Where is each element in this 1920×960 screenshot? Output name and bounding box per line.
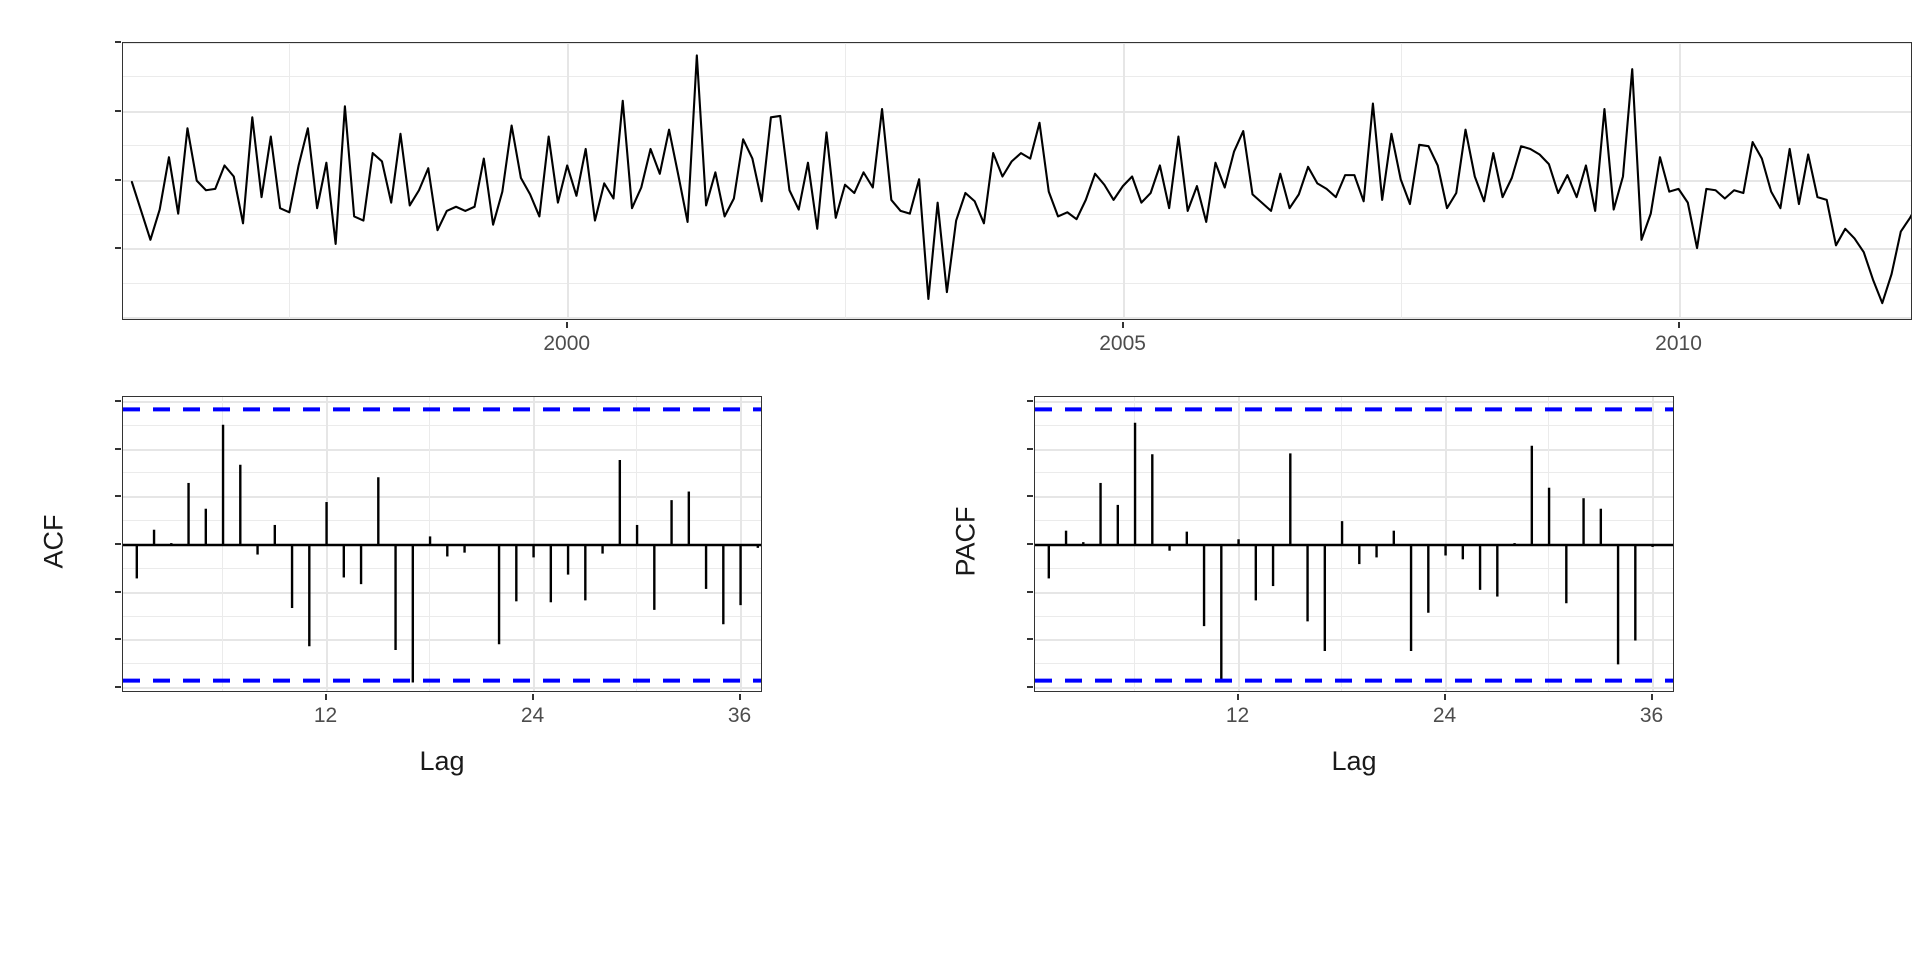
gridline-horizontal [123,282,1911,284]
gridline-horizontal [1035,448,1673,451]
gridline-horizontal [123,76,1911,78]
timeseries-polyline [130,54,1911,305]
gridline-horizontal [123,639,761,642]
x-tick-label: 2000 [543,332,591,355]
x-tick-mark [738,694,741,700]
pacf-bars [1035,407,1673,683]
pacf-plot-area [1034,396,1674,692]
gridline-horizontal [123,145,1911,147]
gridline-horizontal [1035,615,1673,617]
acf-plot-area [122,396,762,692]
gridline-horizontal [123,687,761,690]
timeseries-plot-area [122,42,1912,320]
x-tick-mark [531,694,534,700]
y-tick-mark [115,41,121,43]
y-tick-mark [115,686,121,689]
gridline-vertical [1678,43,1681,319]
gridline-horizontal [123,615,761,617]
y-tick-mark [1027,638,1033,641]
y-tick-mark [115,399,121,402]
gridline-horizontal [123,317,1911,319]
x-tick-label: 2005 [1099,332,1146,355]
acf-bars [123,407,761,683]
gridline-vertical [566,43,569,319]
x-tick-label: 24 [1432,704,1457,727]
timeseries-line [130,54,1911,305]
x-tick-mark [1121,322,1124,328]
gridline-horizontal [1035,567,1673,569]
gridline-horizontal [1035,424,1673,426]
y-tick-mark [1027,543,1033,545]
gridline-horizontal [123,214,1911,216]
acf-x-axis-label: Lag [419,746,465,776]
y-tick-mark [1027,495,1033,498]
gridline-horizontal [1035,591,1673,594]
pacf-y-axis-label: PACF [950,506,981,577]
x-tick-mark [324,694,327,700]
gridline-horizontal [123,248,1911,251]
x-tick-label: 36 [727,704,752,727]
x-tick-mark [565,322,568,328]
x-tick-label: 12 [313,704,338,727]
y-tick-mark [1027,399,1033,402]
pacf-x-axis-label: Lag [1331,746,1377,776]
y-tick-mark [115,638,121,641]
gridline-horizontal [1035,663,1673,665]
gridline-horizontal [123,591,761,594]
x-tick-label: 24 [520,704,545,727]
x-tick-label: 2010 [1655,332,1702,355]
gridline-horizontal [123,663,761,665]
gridline-horizontal [123,520,761,522]
gridline-vertical [844,43,846,319]
y-tick-mark [115,178,121,181]
gridline-horizontal [123,43,1911,44]
y-tick-mark [1027,447,1033,450]
gridline-horizontal [123,496,761,499]
y-tick-mark [115,543,121,545]
y-tick-mark [115,247,121,250]
y-tick-mark [115,495,121,498]
gridline-horizontal [1035,472,1673,474]
x-tick-mark [1443,694,1446,700]
gridline-horizontal [1035,639,1673,642]
gridline-horizontal [123,400,761,403]
gridline-vertical [288,43,290,319]
y-tick-mark [115,590,121,593]
y-tick-mark [1027,590,1033,593]
x-tick-mark [1677,322,1680,328]
gridline-horizontal [123,567,761,569]
y-tick-mark [1027,686,1033,689]
gridline-horizontal [1035,520,1673,522]
y-tick-mark [115,109,121,112]
gridline-horizontal [1035,496,1673,499]
gridline-horizontal [123,424,761,426]
gridline-horizontal [123,472,761,474]
gridline-horizontal [1035,687,1673,690]
x-tick-label: 36 [1639,704,1664,727]
x-tick-mark [1650,694,1653,700]
y-tick-mark [115,447,121,450]
acf-y-axis-label: ACF [38,514,69,569]
gridline-horizontal [1035,400,1673,403]
x-tick-label: 12 [1225,704,1250,727]
gridline-horizontal [123,448,761,451]
gridline-horizontal [123,110,1911,113]
gridline-horizontal [123,179,1911,182]
gridline-vertical [1122,43,1125,319]
x-tick-mark [1236,694,1239,700]
